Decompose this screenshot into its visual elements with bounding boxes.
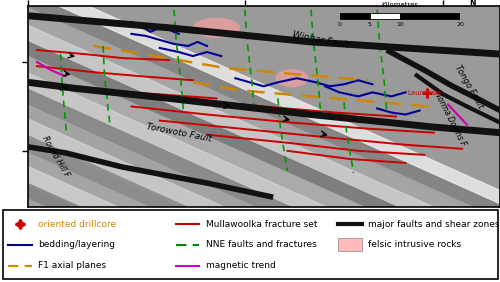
Text: oriented drillcore: oriented drillcore bbox=[38, 220, 116, 229]
Bar bbox=[370, 12, 400, 19]
Text: 10: 10 bbox=[396, 22, 404, 27]
Text: Norma Downs F: Norma Downs F bbox=[432, 90, 468, 147]
Text: Winbar Fault: Winbar Fault bbox=[292, 30, 350, 50]
Bar bbox=[400, 12, 460, 19]
Bar bbox=[340, 12, 370, 19]
Ellipse shape bbox=[193, 18, 240, 38]
Text: NNE faults and fractures: NNE faults and fractures bbox=[206, 240, 316, 249]
Text: Laurodale: Laurodale bbox=[407, 90, 442, 96]
Text: Kilometres: Kilometres bbox=[382, 3, 418, 8]
Text: Mullawoolka fracture set: Mullawoolka fracture set bbox=[206, 220, 317, 229]
Text: Torowoto Fault: Torowoto Fault bbox=[146, 122, 212, 144]
Text: 20: 20 bbox=[456, 22, 464, 27]
Text: magnetic trend: magnetic trend bbox=[206, 261, 275, 270]
Text: major faults and shear zones: major faults and shear zones bbox=[368, 220, 500, 229]
Ellipse shape bbox=[276, 69, 308, 87]
Text: Tongo Fault: Tongo Fault bbox=[454, 63, 486, 109]
Text: 0: 0 bbox=[338, 22, 342, 27]
Text: Round Hill F: Round Hill F bbox=[40, 135, 71, 179]
Bar bbox=[338, 238, 362, 251]
Text: F1 axial planes: F1 axial planes bbox=[38, 261, 106, 270]
Text: felsic intrusive rocks: felsic intrusive rocks bbox=[368, 240, 461, 249]
Text: bedding/layering: bedding/layering bbox=[38, 240, 115, 249]
Text: 5: 5 bbox=[368, 22, 372, 27]
Text: N: N bbox=[469, 0, 475, 8]
